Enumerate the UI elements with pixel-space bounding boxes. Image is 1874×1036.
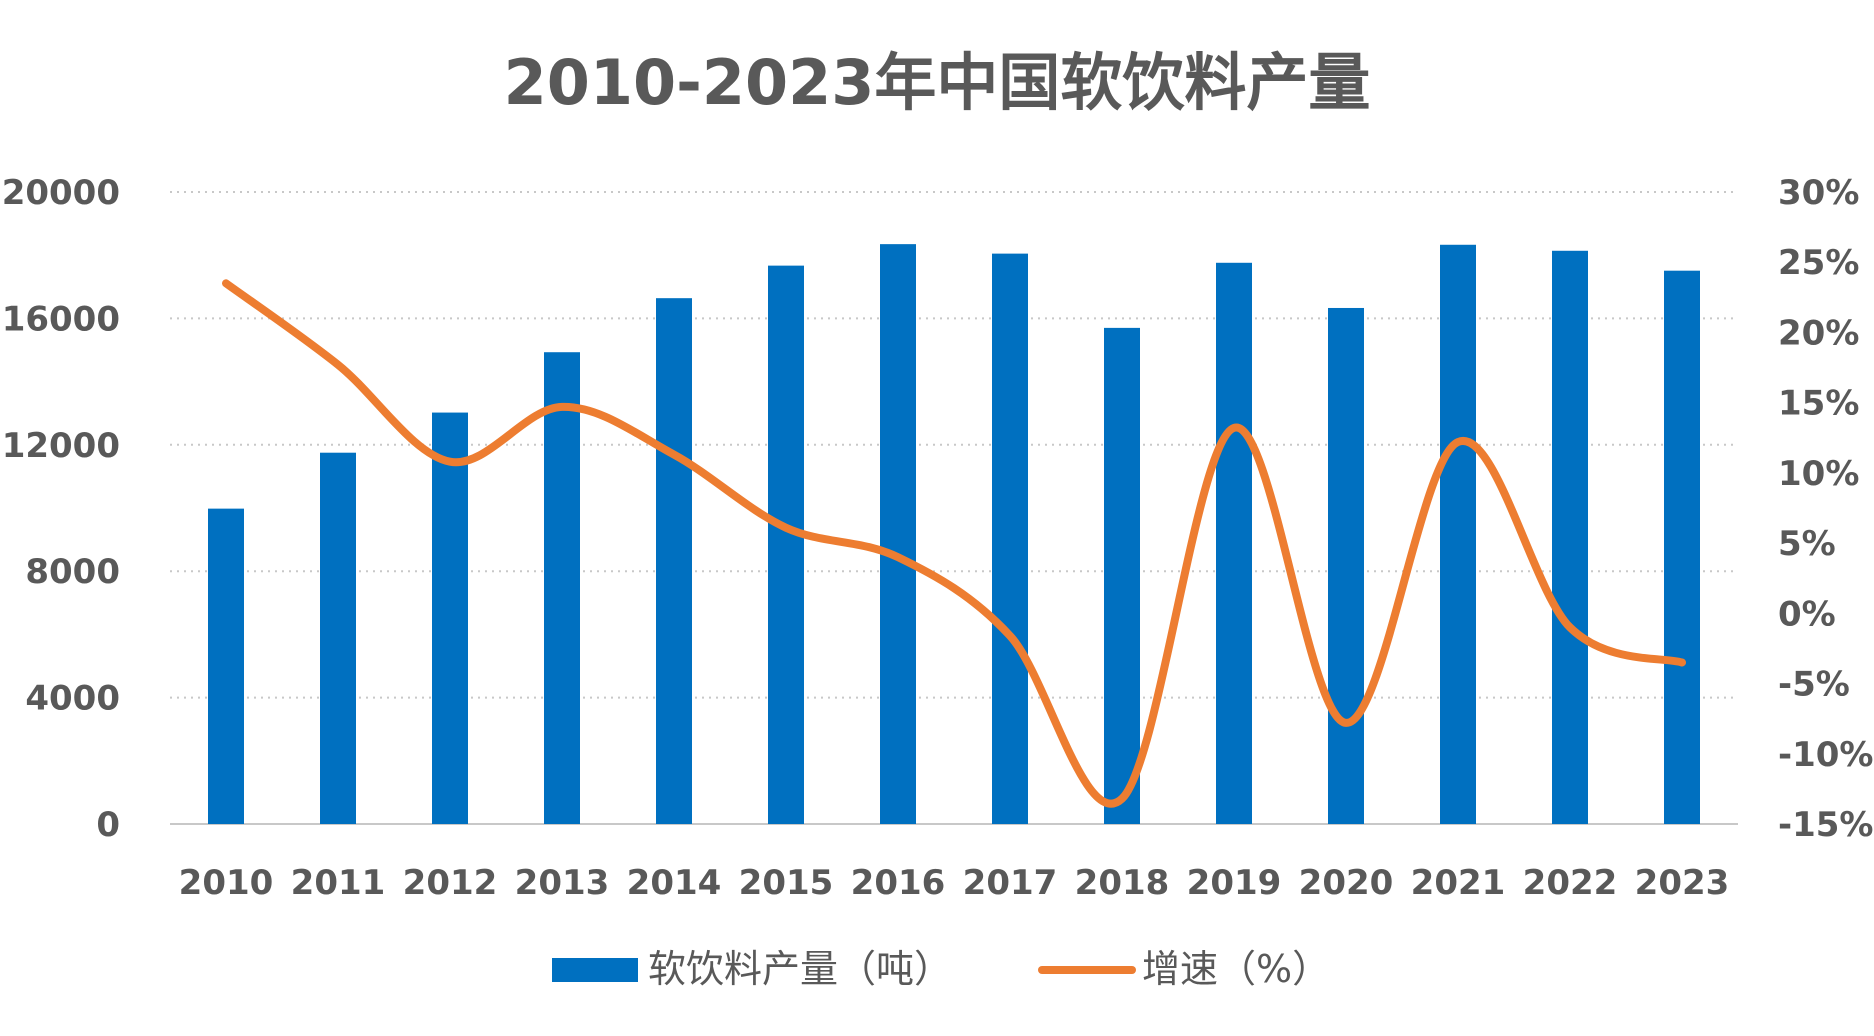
left-axis-tick-label: 8000: [25, 552, 120, 592]
legend-swatch-bar: [552, 958, 638, 982]
x-axis-tick-label: 2023: [1635, 863, 1730, 903]
bar: [992, 253, 1028, 824]
x-axis-tick-label: 2018: [1075, 863, 1170, 903]
right-axis-tick-label: 30%: [1778, 173, 1859, 213]
bar: [1552, 250, 1588, 824]
legend-label-growth: 增速（%）: [1142, 947, 1330, 991]
growth-rate-line: [222, 279, 1686, 808]
right-axis-tick-label: -15%: [1778, 805, 1874, 845]
grid-lines: [170, 191, 1738, 825]
right-axis-tick-label: 25%: [1778, 243, 1859, 283]
bar: [1440, 244, 1476, 825]
left-axis-tick-label: 20000: [2, 173, 120, 213]
bar: [656, 298, 692, 824]
x-axis-tick-label: 2019: [1187, 863, 1282, 903]
left-axis-tick-label: 0: [96, 805, 120, 845]
x-axis-tick-label: 2013: [515, 863, 610, 903]
x-axis-tick-label: 2010: [179, 863, 274, 903]
x-axis-tick-label: 2015: [739, 863, 834, 903]
x-axis-tick-label: 2012: [403, 863, 498, 903]
bar: [1216, 262, 1252, 824]
left-axis-tick-label: 4000: [25, 679, 120, 719]
x-axis-tick-label: 2020: [1299, 863, 1394, 903]
bar: [208, 508, 244, 824]
right-axis-tick-label: 20%: [1778, 313, 1859, 353]
right-axis-tick-label: 10%: [1778, 454, 1859, 494]
right-axis-tick-label: -10%: [1778, 735, 1874, 775]
x-axis-tick-label: 2017: [963, 863, 1058, 903]
bar: [320, 452, 356, 824]
bar: [880, 244, 916, 824]
bar: [432, 412, 468, 824]
bar: [1104, 327, 1140, 824]
x-axis-tick-label: 2014: [627, 863, 722, 903]
left-axis-tick-label: 16000: [2, 299, 120, 339]
x-axis-tick-label: 2022: [1523, 863, 1618, 903]
legend-label-production: 软饮料产量（吨）: [648, 947, 952, 991]
x-axis-tick-label: 2021: [1411, 863, 1506, 903]
x-axis: 2010 2011 2012 2013 2014 2015 2016 2017 2018 2019…: [179, 863, 1730, 903]
left-axis: 0 4000 8000 12000 16000 20000: [2, 173, 120, 845]
bar-series: [208, 244, 1700, 825]
left-axis-tick-label: 12000: [2, 426, 120, 466]
legend: 软饮料产量（吨） 增速（%）: [552, 947, 1330, 991]
x-axis-tick-label: 2011: [291, 863, 386, 903]
right-axis-tick-label: 15%: [1778, 384, 1859, 424]
x-axis-tick-label: 2016: [851, 863, 946, 903]
right-axis: -15% -10% -5% 0% 5% 10% 15% 20% 25% 30%: [1778, 173, 1874, 845]
right-axis-tick-label: 5%: [1778, 524, 1836, 564]
line-series: [222, 279, 1686, 808]
bar: [1328, 307, 1364, 824]
bar: [1664, 270, 1700, 825]
bar: [768, 265, 804, 824]
bar: [544, 352, 580, 824]
chart-title: 2010-2023年中国软饮料产量: [504, 46, 1371, 119]
right-axis-tick-label: -5%: [1778, 665, 1850, 705]
right-axis-tick-label: 0%: [1778, 594, 1836, 634]
